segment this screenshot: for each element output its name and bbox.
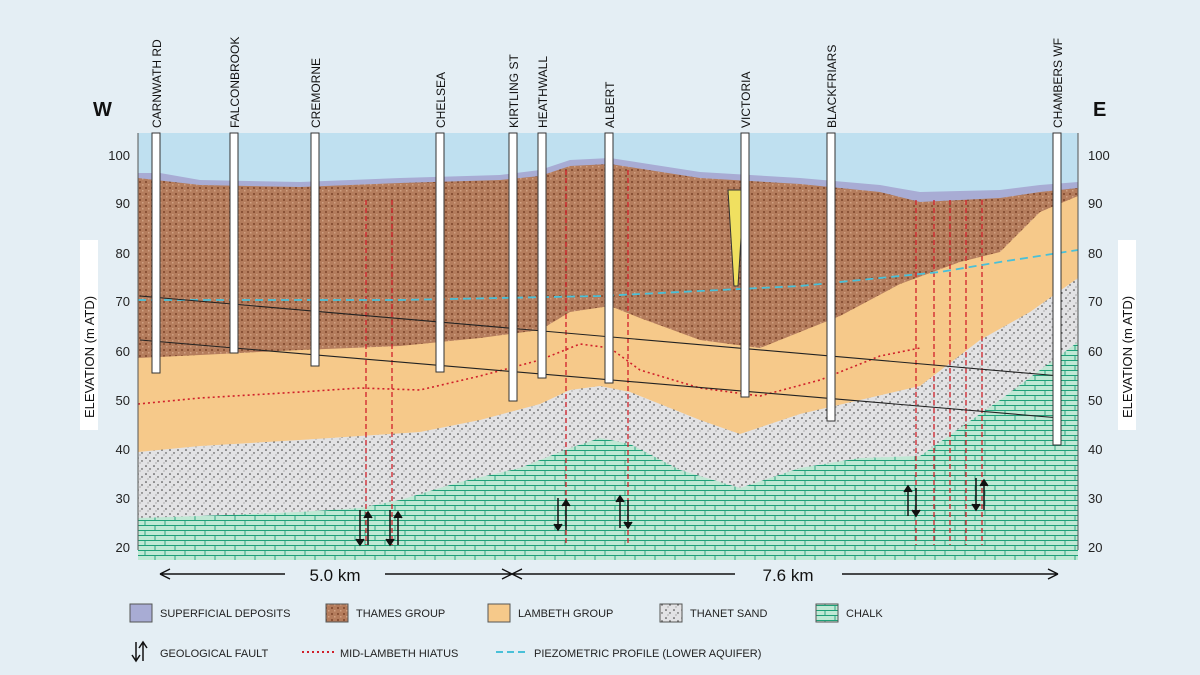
distance-label: 7.6 km — [762, 566, 813, 585]
distance-label: 5.0 km — [309, 566, 360, 585]
axis-tick-label: 100 — [108, 148, 130, 163]
borehole-label: CARNWATH RD — [150, 39, 164, 128]
legend-swatch-chalk — [815, 603, 839, 623]
right-axis-title: ELEVATION (m ATD) — [1120, 296, 1135, 418]
right-axis-title-box — [1118, 240, 1136, 430]
legend-label: SUPERFICIAL DEPOSITS — [160, 608, 290, 620]
axis-tick-label: 80 — [116, 246, 130, 261]
borehole-label: CREMORNE — [309, 58, 323, 128]
fault-arrow — [355, 510, 373, 547]
left-axis-title: ELEVATION (m ATD) — [82, 296, 97, 418]
axis-tick-label: 40 — [116, 442, 130, 457]
legend-fault-icon — [131, 640, 148, 663]
axis-tick-label: 20 — [116, 540, 130, 555]
borehole: KIRTLING ST — [507, 54, 521, 402]
piezometric-profile — [138, 249, 1079, 301]
legend-swatch-lambeth — [487, 603, 511, 623]
borehole-label: VICTORIA — [739, 72, 753, 128]
borehole-label: HEATHWALL — [536, 56, 550, 128]
borehole-label: CHAMBERS WF — [1051, 38, 1065, 128]
fault-arrow — [615, 494, 633, 530]
legend-label: CHALK — [846, 608, 883, 620]
fault-arrow — [903, 484, 921, 518]
borehole-shaft — [229, 132, 239, 354]
axis-tick-label: 70 — [116, 294, 130, 309]
valley-incision — [727, 189, 745, 287]
legend-swatch-thanet — [659, 603, 683, 623]
axis-tick-label: 60 — [1088, 344, 1102, 359]
fault-arrow — [971, 478, 989, 512]
distance-scale — [159, 568, 1059, 580]
borehole-shaft — [310, 132, 320, 367]
borehole-label: KIRTLING ST — [507, 54, 521, 128]
fault-arrow — [553, 498, 571, 532]
axis-tick-label: 100 — [1088, 148, 1110, 163]
borehole-shaft — [740, 132, 750, 398]
east-label: E — [1093, 99, 1106, 121]
axis-tick-label: 50 — [1088, 393, 1102, 408]
borehole: VICTORIA — [739, 72, 753, 398]
legend-swatch-superficial — [129, 603, 153, 623]
legend-label: THAMES GROUP — [356, 608, 445, 620]
tunnel-line-lower — [139, 339, 1061, 419]
axis-tick-label: 20 — [1088, 540, 1102, 555]
legend-label: THANET SAND — [690, 608, 767, 620]
borehole-label: CHELSEA — [434, 72, 448, 128]
borehole-shaft — [537, 132, 547, 379]
borehole-shaft — [151, 132, 161, 374]
mid-lambeth-hiatus — [137, 343, 921, 405]
borehole-shaft — [604, 132, 614, 384]
faults — [365, 170, 983, 545]
tunnel-line-upper — [139, 295, 1061, 377]
legend-label: MID-LAMBETH HIATUS — [340, 648, 458, 660]
borehole-label: FALCONBROOK — [228, 37, 242, 128]
borehole: ALBERT — [603, 81, 617, 384]
axis-tick-label: 90 — [1088, 196, 1102, 211]
axis-tick-label: 30 — [1088, 491, 1102, 506]
legend-swatch-thames — [325, 603, 349, 623]
axis-tick-label: 30 — [116, 491, 130, 506]
borehole-shaft — [1052, 132, 1062, 446]
legend-label: GEOLOGICAL FAULT — [160, 648, 268, 660]
borehole: CHAMBERS WF — [1051, 38, 1065, 446]
west-label: W — [93, 99, 112, 121]
borehole-label: BLACKFRIARS — [825, 45, 839, 128]
borehole-shaft — [508, 132, 518, 402]
borehole: HEATHWALL — [536, 56, 550, 379]
chalk-layer — [138, 342, 1078, 560]
borehole: BLACKFRIARS — [825, 45, 839, 422]
boreholes: CARNWATH RD FALCONBROOK CREMORNE CHELSEA… — [150, 37, 1065, 446]
distance-arrow-left — [159, 568, 285, 580]
distance-arrow-mid — [385, 568, 735, 580]
fault-arrow — [385, 510, 403, 547]
borehole-label: ALBERT — [603, 81, 617, 128]
axis-tick-label: 60 — [116, 344, 130, 359]
legend: SUPERFICIAL DEPOSITS THAMES GROUP LAMBET… — [129, 603, 883, 663]
axis-tick-label: 70 — [1088, 294, 1102, 309]
legend-label: PIEZOMETRIC PROFILE (LOWER AQUIFER) — [534, 648, 761, 660]
borehole: CHELSEA — [434, 72, 448, 373]
borehole: CREMORNE — [309, 58, 323, 367]
legend-label: LAMBETH GROUP — [518, 608, 613, 620]
axis-tick-label: 50 — [116, 393, 130, 408]
fault-arrows — [355, 478, 989, 547]
axis-tick-label: 90 — [116, 196, 130, 211]
borehole: FALCONBROOK — [228, 37, 242, 354]
left-axis-title-box — [80, 240, 98, 430]
borehole-shaft — [435, 132, 445, 373]
left-axis-ticks: 100 90 80 70 60 50 40 30 20 — [108, 148, 130, 555]
borehole-shaft — [826, 132, 836, 422]
borehole: CARNWATH RD — [150, 39, 164, 374]
distance-arrow-right — [842, 568, 1059, 580]
axis-tick-label: 40 — [1088, 442, 1102, 457]
axis-tick-label: 80 — [1088, 246, 1102, 261]
right-axis-ticks: 100 90 80 70 60 50 40 30 20 — [1088, 148, 1110, 555]
